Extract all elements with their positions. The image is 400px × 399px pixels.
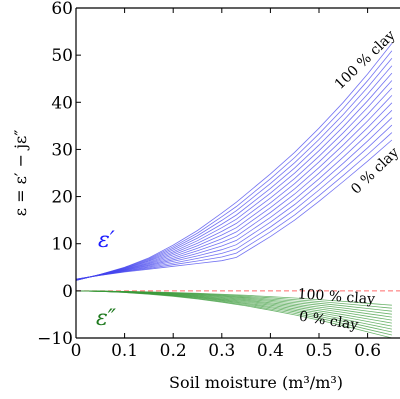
x-tick-label: 0.2 — [160, 341, 187, 361]
real-part-curve-14 — [75, 139, 393, 280]
x-tick-label: 0.4 — [257, 341, 284, 361]
real-part-curve-5 — [75, 72, 393, 281]
real-part-curve-6 — [75, 80, 393, 281]
y-tick-label: 30 — [51, 140, 73, 160]
x-tick-label: 0.1 — [111, 341, 138, 361]
imaginary-part-curve-12 — [75, 290, 392, 339]
y-tick-label: 50 — [51, 46, 73, 66]
real-part-curve-3 — [75, 57, 393, 281]
annotation-imag-100-clay: 100 % clay — [297, 286, 376, 307]
y-tick-label: 20 — [51, 188, 73, 208]
x-tick-label: 0.3 — [208, 341, 235, 361]
imaginary-part-curves — [75, 290, 392, 339]
real-part-curve-2 — [75, 50, 393, 281]
x-tick-label: 0.6 — [354, 341, 381, 361]
y-tick-label: 0 — [62, 282, 73, 302]
y-tick-label: −10 — [37, 329, 73, 349]
real-part-curve-10 — [75, 110, 393, 280]
series-label-real-part: ε′ — [98, 228, 115, 253]
series-label-imaginary-part: ε″ — [96, 306, 117, 331]
real-part-curves — [75, 43, 393, 281]
real-part-curve-11 — [75, 117, 393, 280]
y-axis-ticks: −10 0 10 20 30 40 50 60 — [37, 0, 81, 349]
y-tick-label: 60 — [51, 0, 73, 19]
plot-area-background — [76, 8, 400, 338]
x-tick-label: 0 — [71, 341, 82, 361]
x-tick-label: 0.5 — [305, 341, 332, 361]
y-axis-title: ε = ε′ − jε″ — [11, 130, 30, 217]
y-tick-label: 40 — [51, 93, 73, 113]
real-part-curve-13 — [75, 132, 393, 280]
y-tick-label: 10 — [51, 235, 73, 255]
real-part-curve-8 — [75, 95, 393, 281]
x-axis-ticks: 0 0.1 0.2 0.3 0.4 0.5 0.6 — [71, 8, 381, 361]
x-axis-title: Soil moisture (m³/m³) — [169, 373, 343, 392]
